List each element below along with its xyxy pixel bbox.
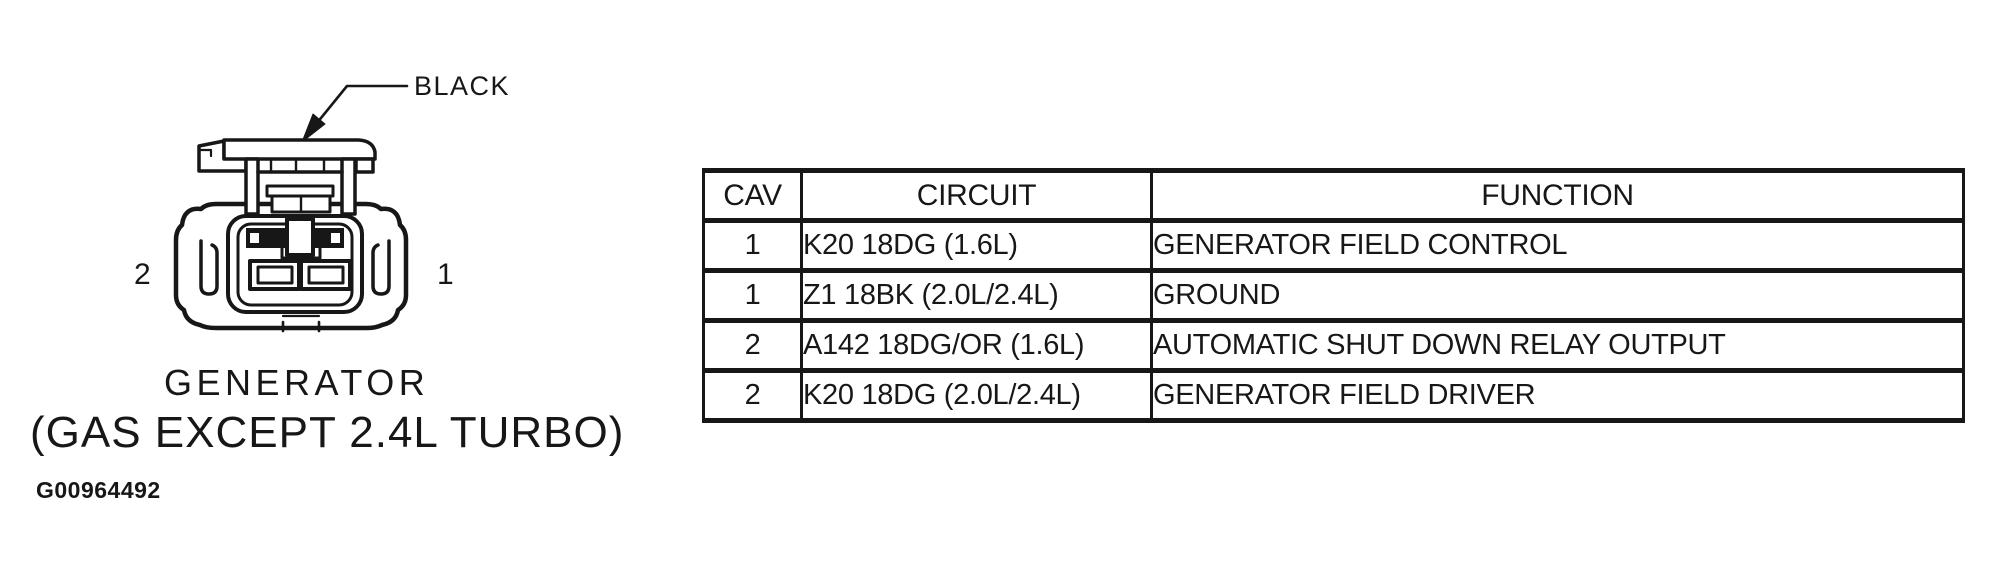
- side-hook-right: [371, 239, 391, 296]
- center-key-slot: [285, 217, 315, 257]
- cell-cav: 1: [702, 218, 803, 273]
- pin-slot-left: [248, 259, 301, 291]
- flange-bar: [222, 138, 377, 161]
- table-row: 2 A142 18DG/OR (1.6L) AUTOMATIC SHUT DOW…: [702, 318, 1965, 373]
- figure-id: G00964492: [36, 477, 161, 503]
- cell-function: GENERATOR FIELD CONTROL: [1150, 218, 1965, 273]
- cell-cav: 2: [702, 368, 803, 423]
- cell-circuit: K20 18DG (2.0L/2.4L): [800, 368, 1153, 423]
- connector-caption: GENERATOR: [164, 362, 430, 403]
- connector-cavity: [246, 217, 352, 291]
- pinout-table: CAV CIRCUIT FUNCTION 1 K20 18DG (1.6L) G…: [702, 168, 1965, 423]
- black-label-arrow-icon: [301, 84, 409, 143]
- table-row: 1 Z1 18BK (2.0L/2.4L) GROUND: [702, 268, 1965, 323]
- cell-circuit: K20 18DG (1.6L): [800, 218, 1153, 273]
- generator-connector-diagram: [173, 84, 409, 333]
- pin-slot-right: [299, 259, 352, 291]
- wall-right: [340, 157, 357, 216]
- table-row: 1 K20 18DG (1.6L) GENERATOR FIELD CONTRO…: [702, 218, 1965, 273]
- pin-1-label: 1: [437, 258, 454, 291]
- cell-cav: 1: [702, 268, 803, 323]
- side-hook-left: [199, 239, 219, 296]
- cell-cav: 2: [702, 318, 803, 373]
- header-cav: CAV: [702, 168, 803, 223]
- cell-circuit: A142 18DG/OR (1.6L): [800, 318, 1153, 373]
- cell-function: GENERATOR FIELD DRIVER: [1150, 368, 1965, 423]
- cell-function: AUTOMATIC SHUT DOWN RELAY OUTPUT: [1150, 318, 1965, 373]
- connector-flange: [197, 138, 377, 216]
- table-row: 2 K20 18DG (2.0L/2.4L) GENERATOR FIELD D…: [702, 368, 1965, 423]
- header-circuit: CIRCUIT: [800, 168, 1153, 223]
- cell-circuit: Z1 18BK (2.0L/2.4L): [800, 268, 1153, 323]
- wire-color-label: BLACK: [414, 71, 511, 101]
- pin-2-label: 2: [134, 258, 151, 291]
- cell-function: GROUND: [1150, 268, 1965, 323]
- connector-subcaption: (GAS EXCEPT 2.4L TURBO): [30, 408, 625, 457]
- table-header-row: CAV CIRCUIT FUNCTION: [702, 168, 1965, 223]
- header-function: FUNCTION: [1150, 168, 1965, 223]
- wall-left: [244, 157, 260, 216]
